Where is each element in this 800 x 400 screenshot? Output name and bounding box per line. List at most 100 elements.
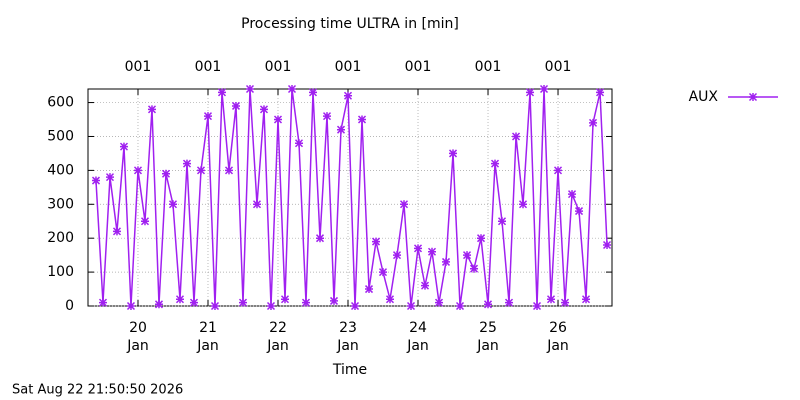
point-marker — [462, 251, 472, 260]
point-marker — [476, 234, 486, 243]
x2-tick-label: 001 — [265, 59, 292, 75]
point-marker — [504, 298, 514, 307]
point-marker — [406, 301, 416, 311]
point-marker — [112, 227, 122, 236]
point-marker — [385, 295, 395, 304]
point-marker — [252, 200, 262, 209]
point-marker — [217, 88, 227, 97]
point-marker — [175, 295, 185, 304]
point-marker — [287, 84, 297, 94]
point-marker — [238, 298, 248, 307]
x-axis-label: Time — [332, 362, 367, 378]
y-tick-label: 600 — [47, 95, 74, 111]
x2-tick-label: 001 — [195, 59, 222, 75]
point-marker — [301, 298, 311, 307]
point-marker — [98, 298, 108, 307]
point-marker — [273, 115, 283, 124]
point-marker — [147, 105, 157, 114]
point-marker — [133, 166, 143, 175]
point-marker — [560, 298, 570, 307]
x-tick-label: 24 Jan — [406, 320, 429, 354]
point-marker — [336, 125, 346, 134]
point-marker — [245, 84, 255, 94]
point-marker — [210, 301, 220, 311]
point-marker — [602, 240, 612, 249]
y-tick-label: 500 — [47, 128, 74, 144]
x-tick-label: 20 Jan — [126, 320, 149, 354]
point-marker — [154, 300, 164, 309]
x2-tick-label: 001 — [475, 59, 502, 75]
point-marker — [448, 149, 458, 158]
point-marker — [588, 118, 598, 127]
point-marker — [546, 295, 556, 304]
point-marker — [315, 234, 325, 243]
point-marker — [357, 115, 367, 124]
point-marker — [469, 264, 479, 273]
x2-tick-label: 001 — [125, 59, 152, 75]
point-marker — [126, 301, 136, 311]
point-marker — [567, 190, 577, 199]
point-marker — [364, 285, 374, 294]
legend-marker — [748, 92, 758, 102]
point-marker — [434, 298, 444, 307]
point-marker — [483, 300, 493, 309]
point-marker — [308, 88, 318, 97]
point-marker — [322, 112, 332, 121]
point-marker — [378, 268, 388, 277]
x-tick-label: 21 Jan — [196, 320, 219, 354]
x-tick-label: 23 Jan — [336, 320, 359, 354]
point-marker — [371, 237, 381, 246]
point-marker — [511, 132, 521, 141]
point-marker — [455, 301, 465, 311]
point-marker — [441, 257, 451, 266]
x2-tick-label: 001 — [545, 59, 572, 75]
chart-title: Processing time ULTRA in [min] — [241, 16, 459, 32]
x-tick-label: 26 Jan — [546, 320, 569, 354]
point-marker — [574, 207, 584, 216]
point-marker — [427, 247, 437, 256]
series-line — [95, 88, 608, 307]
x2-tick-label: 001 — [335, 59, 362, 75]
legend-label: AUX — [689, 89, 719, 105]
timestamp: Sat Aug 22 21:50:50 2026 — [12, 383, 183, 398]
x-tick-label: 25 Jan — [476, 320, 499, 354]
point-marker — [266, 301, 276, 311]
point-marker — [539, 84, 549, 94]
point-marker — [392, 251, 402, 260]
point-marker — [518, 200, 528, 209]
point-marker — [196, 166, 206, 175]
point-marker — [497, 217, 507, 226]
point-marker — [525, 88, 535, 97]
point-marker — [420, 281, 430, 290]
y-tick-label: 300 — [47, 196, 74, 212]
point-marker — [553, 166, 563, 175]
point-marker — [182, 159, 192, 168]
point-marker — [413, 244, 423, 253]
point-marker — [280, 295, 290, 304]
point-marker — [168, 200, 178, 209]
y-tick-label: 200 — [47, 230, 74, 246]
point-marker — [343, 91, 353, 100]
point-marker — [399, 200, 409, 209]
point-marker — [91, 176, 101, 185]
point-marker — [329, 296, 339, 305]
point-marker — [140, 217, 150, 226]
point-marker — [532, 301, 542, 311]
x-tick-label: 22 Jan — [266, 320, 289, 354]
y-tick-label: 400 — [47, 162, 74, 178]
point-marker — [595, 88, 605, 97]
point-marker — [161, 169, 171, 178]
y-tick-label: 0 — [65, 298, 74, 314]
point-marker — [259, 105, 269, 114]
x2-tick-label: 001 — [405, 59, 432, 75]
point-marker — [119, 142, 129, 151]
point-marker — [581, 295, 591, 304]
point-marker — [189, 298, 199, 307]
point-marker — [224, 166, 234, 175]
point-marker — [294, 139, 304, 148]
y-tick-label: 100 — [47, 264, 74, 280]
point-marker — [231, 101, 241, 110]
point-marker — [350, 301, 360, 311]
point-marker — [203, 112, 213, 121]
